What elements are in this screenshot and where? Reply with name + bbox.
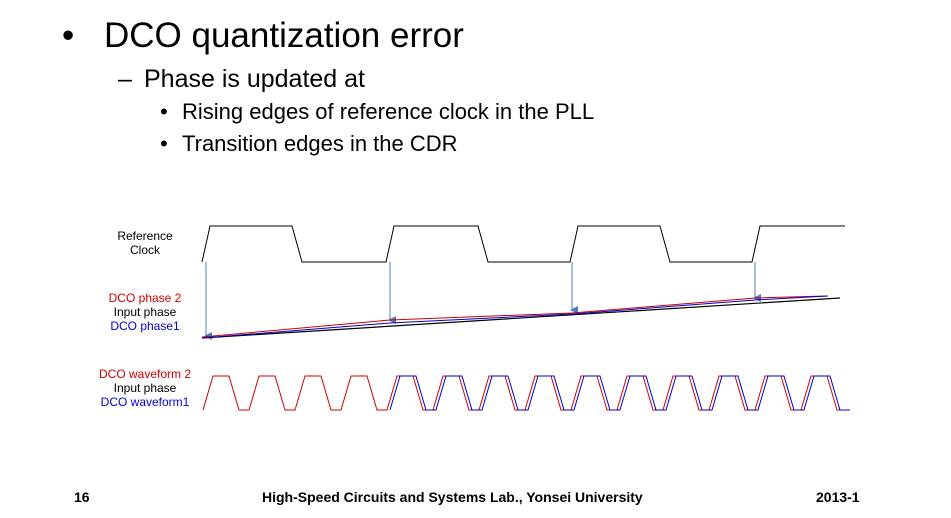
reference-clock-label-line2: Clock [129,243,160,257]
sub-sub-bullet-pll: Rising edges of reference clock in the P… [182,99,595,124]
dco-waveform1-label: DCO waveform1 [100,395,190,409]
slide-title-bullet: DCO quantization error [104,16,464,55]
dco-waveform1 [389,375,850,411]
sub-bullet-text: Phase is updated at [144,65,365,93]
sub-sub-bullet-cdr: Transition edges in the CDR [182,131,458,156]
dco-phase1-label: DCO phase1 [110,319,180,333]
input-phase-line [201,297,841,339]
dco-phase1-line [201,295,829,339]
waveform-input-phase-label: Input phase [113,381,177,395]
dco-phase2-line [201,295,827,338]
dco-phase2-label: DCO phase 2 [108,291,182,305]
bullet-dot-main: • [62,16,75,55]
footer-term: 2013-1 [816,489,860,505]
footer-lab-name: High-Speed Circuits and Systems Lab., Yo… [262,489,643,505]
reference-clock-label: Reference Clock [104,229,186,257]
dco-waveform2 [202,375,847,411]
waveform-labels: DCO waveform 2 Input phase DCO waveform1 [86,367,204,409]
reference-clock-label-line1: Reference [117,229,173,243]
sub-sub-bullet-dot-1: • [160,99,168,124]
sub-bullet-dash: – [118,65,132,93]
dco-waveform2-label: DCO waveform 2 [98,367,192,381]
phase-labels: DCO phase 2 Input phase DCO phase1 [94,291,196,333]
input-phase-label: Input phase [113,305,177,319]
page-number: 16 [74,489,90,505]
reference-clock-waveform [201,225,845,263]
sub-sub-bullet-dot-2: • [160,131,168,156]
